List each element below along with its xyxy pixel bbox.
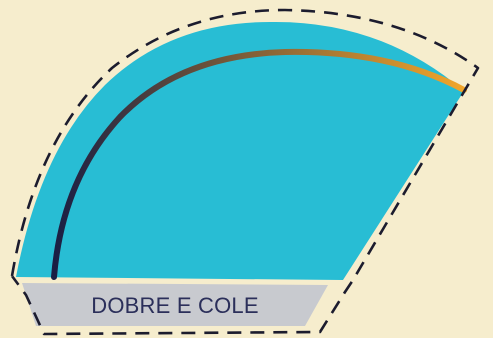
- gradient-arc-stripe: [51, 48, 467, 280]
- fold-tab-label: DOBRE E COLE: [91, 293, 258, 318]
- card-shape: [16, 21, 464, 281]
- fold-tab: [22, 283, 328, 326]
